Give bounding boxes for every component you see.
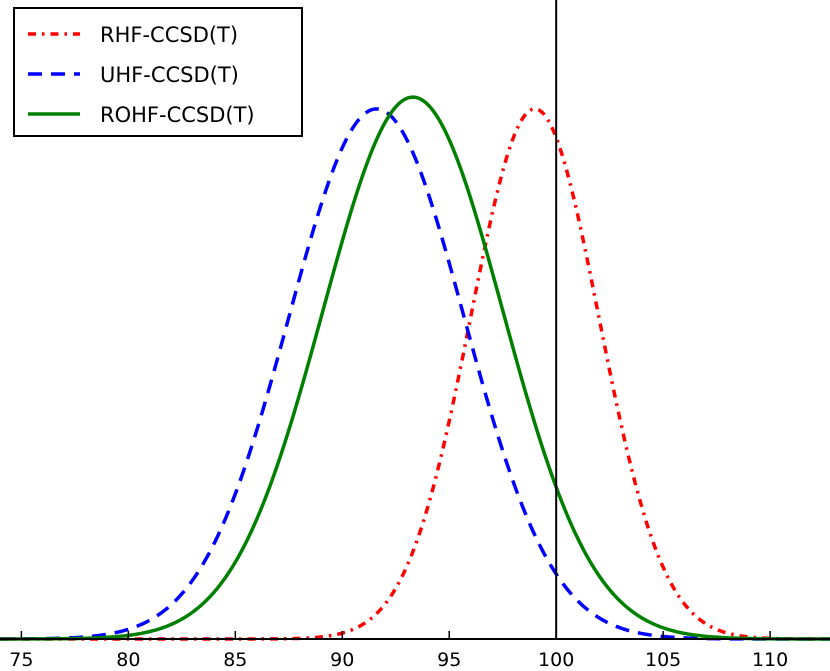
legend-label: RHF-CCSD(T)	[100, 23, 238, 47]
x-tick-label: 85	[223, 649, 247, 671]
curves-layer	[0, 95, 830, 641]
legend-label: ROHF-CCSD(T)	[100, 103, 255, 127]
x-tick-label: 95	[437, 649, 461, 671]
x-tick-label: 75	[9, 649, 33, 671]
x-tick-label: 100	[538, 649, 574, 671]
x-tick-label: 90	[330, 649, 354, 671]
x-tick-label: 105	[645, 649, 681, 671]
x-axis: 75 80 85 90 95 100 105 110	[0, 631, 830, 671]
series-line-UHF-CCSD(T)	[0, 107, 830, 641]
legend: RHF-CCSD(T) UHF-CCSD(T) ROHF-CCSD(T)	[13, 7, 303, 137]
x-tick-label: 110	[752, 649, 788, 671]
series-line-ROHF-CCSD(T)	[0, 95, 830, 641]
x-tick-label: 80	[116, 649, 140, 671]
legend-label: UHF-CCSD(T)	[100, 63, 239, 87]
series-line-RHF-CCSD(T)	[0, 107, 830, 641]
